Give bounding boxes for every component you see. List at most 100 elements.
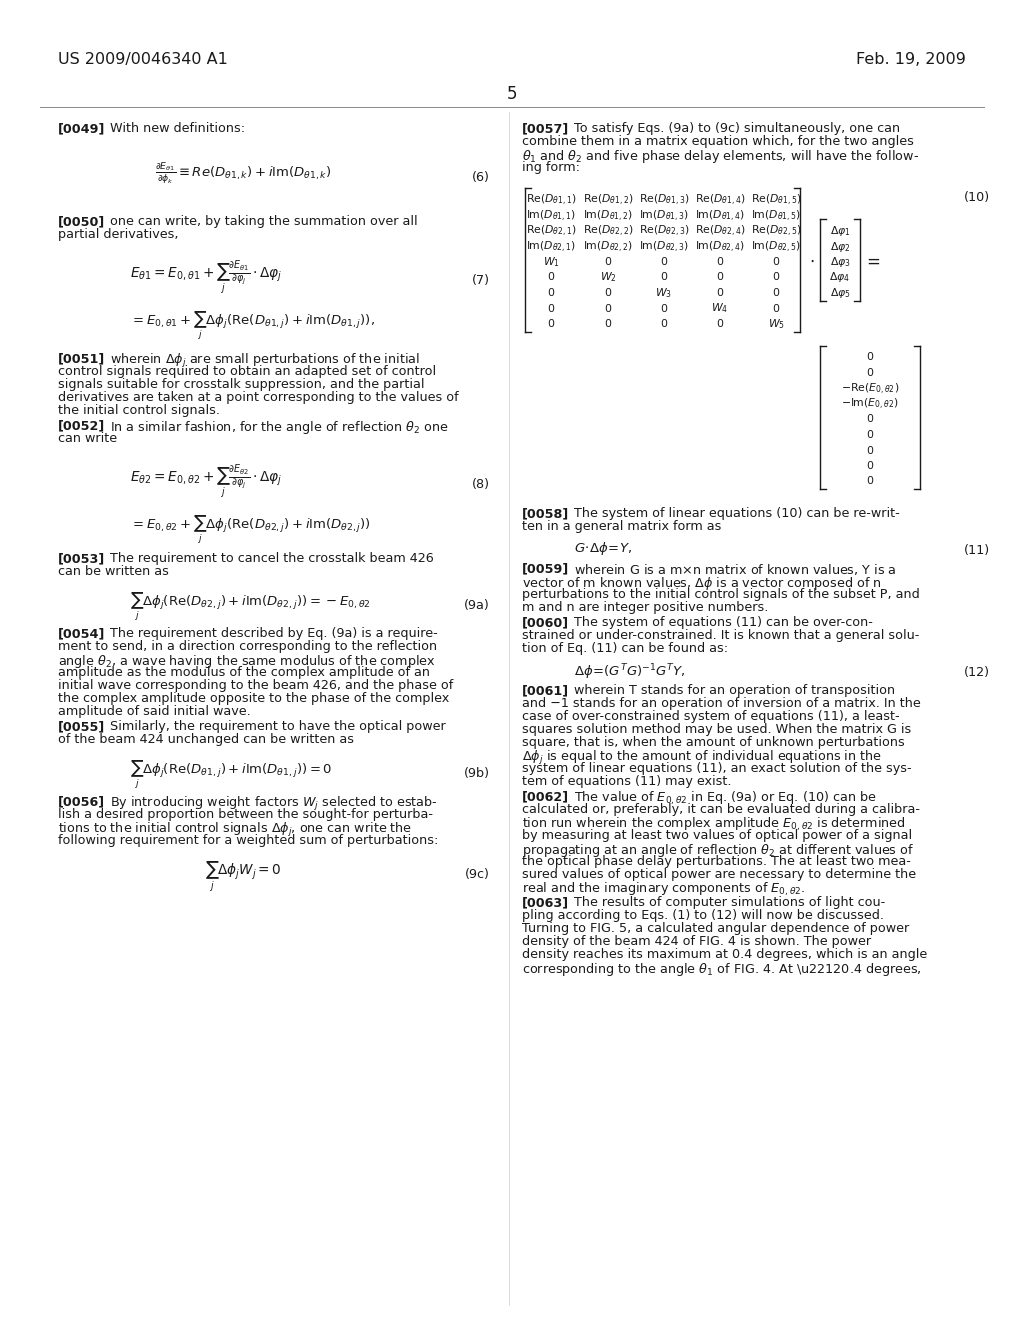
Text: $0$: $0$ xyxy=(604,301,612,314)
Text: signals suitable for crosstalk suppression, and the partial: signals suitable for crosstalk suppressi… xyxy=(58,378,425,391)
Text: $\mathrm{Re}(D_{\theta 2,2})$: $\mathrm{Re}(D_{\theta 2,2})$ xyxy=(583,224,634,239)
Text: m and n are integer positive numbers.: m and n are integer positive numbers. xyxy=(522,601,768,614)
Text: $\mathrm{Re}(D_{\theta 1,4})$: $\mathrm{Re}(D_{\theta 1,4})$ xyxy=(694,193,745,209)
Text: initial wave corresponding to the beam 426, and the phase of: initial wave corresponding to the beam 4… xyxy=(58,678,454,692)
Text: ten in a general matrix form as: ten in a general matrix form as xyxy=(522,520,721,533)
Text: $\Delta\varphi_2$: $\Delta\varphi_2$ xyxy=(829,239,850,253)
Text: control signals required to obtain an adapted set of control: control signals required to obtain an ad… xyxy=(58,366,436,378)
Text: $=$: $=$ xyxy=(863,252,881,269)
Text: amplitude of said initial wave.: amplitude of said initial wave. xyxy=(58,705,251,718)
Text: The results of computer simulations of light cou-: The results of computer simulations of l… xyxy=(574,896,886,909)
Text: real and the imaginary components of $E_{0,\theta 2}$.: real and the imaginary components of $E_… xyxy=(522,880,805,898)
Text: $G\!\cdot\!\Delta\phi\!=\!Y,$: $G\!\cdot\!\Delta\phi\!=\!Y,$ xyxy=(574,540,632,557)
Text: $\Delta\varphi_1$: $\Delta\varphi_1$ xyxy=(829,224,850,238)
Text: $\Delta\varphi_3$: $\Delta\varphi_3$ xyxy=(829,255,850,269)
Text: $\mathrm{Im}(D_{\theta 1,5})$: $\mathrm{Im}(D_{\theta 1,5})$ xyxy=(751,209,801,223)
Text: angle $\theta_2$, a wave having the same modulus of the complex: angle $\theta_2$, a wave having the same… xyxy=(58,653,436,671)
Text: $0$: $0$ xyxy=(772,255,780,267)
Text: $\mathrm{Im}(D_{\theta 1,3})$: $\mathrm{Im}(D_{\theta 1,3})$ xyxy=(639,209,689,223)
Text: $E_{\theta 2} = E_{0,\theta 2} + \sum_{j} \frac{\partial E_{\theta 2}}{\partial : $E_{\theta 2} = E_{0,\theta 2} + \sum_{j… xyxy=(130,465,283,502)
Text: $\Delta\phi_j$ is equal to the amount of individual equations in the: $\Delta\phi_j$ is equal to the amount of… xyxy=(522,748,882,767)
Text: $W_1$: $W_1$ xyxy=(543,255,559,269)
Text: pling according to Eqs. (1) to (12) will now be discussed.: pling according to Eqs. (1) to (12) will… xyxy=(522,909,884,921)
Text: $\mathrm{Re}(D_{\theta 2,4})$: $\mathrm{Re}(D_{\theta 2,4})$ xyxy=(694,224,745,239)
Text: $\mathrm{Re}(D_{\theta 2,3})$: $\mathrm{Re}(D_{\theta 2,3})$ xyxy=(639,224,689,239)
Text: $\sum_{j} \Delta\phi_j(\mathrm{Re}(D_{\theta 1,j}) + i\mathrm{Im}(D_{\theta 1,j}: $\sum_{j} \Delta\phi_j(\mathrm{Re}(D_{\t… xyxy=(130,759,333,792)
Text: $\mathrm{Im}(D_{\theta 2,2})$: $\mathrm{Im}(D_{\theta 2,2})$ xyxy=(583,239,633,255)
Text: $W_2$: $W_2$ xyxy=(600,271,616,284)
Text: the initial control signals.: the initial control signals. xyxy=(58,404,220,417)
Text: $-\mathrm{Im}(E_{0,\theta 2})$: $-\mathrm{Im}(E_{0,\theta 2})$ xyxy=(842,397,899,412)
Text: wherein G is a m$\times$n matrix of known values, Y is a: wherein G is a m$\times$n matrix of know… xyxy=(574,562,897,577)
Text: square, that is, when the amount of unknown perturbations: square, that is, when the amount of unkn… xyxy=(522,737,905,748)
Text: $\theta_1$ and $\theta_2$ and five phase delay elements, will have the follow-: $\theta_1$ and $\theta_2$ and five phase… xyxy=(522,148,920,165)
Text: $0$: $0$ xyxy=(716,286,724,298)
Text: $E_{\theta 1} = E_{0,\theta 1} + \sum_{j} \frac{\partial E_{\theta 1}}{\partial : $E_{\theta 1} = E_{0,\theta 1} + \sum_{j… xyxy=(130,260,283,297)
Text: $W_5$: $W_5$ xyxy=(768,317,784,331)
Text: $\mathrm{Im}(D_{\theta 2,3})$: $\mathrm{Im}(D_{\theta 2,3})$ xyxy=(639,239,689,255)
Text: $\mathrm{Im}(D_{\theta 1,1})$: $\mathrm{Im}(D_{\theta 1,1})$ xyxy=(526,209,575,223)
Text: $\cdot$: $\cdot$ xyxy=(809,252,815,269)
Text: [0054]: [0054] xyxy=(58,627,105,640)
Text: and −1 stands for an operation of inversion of a matrix. In the: and −1 stands for an operation of invers… xyxy=(522,697,921,710)
Text: tion run wherein the complex amplitude $E_{0,\theta 2}$ is determined: tion run wherein the complex amplitude $… xyxy=(522,816,906,833)
Text: $0$: $0$ xyxy=(659,301,668,314)
Text: $W_4$: $W_4$ xyxy=(712,301,728,315)
Text: (7): (7) xyxy=(472,275,490,286)
Text: $\Delta\phi\!=\!(G^TG)^{-1}G^TY,$: $\Delta\phi\!=\!(G^TG)^{-1}G^TY,$ xyxy=(574,663,686,681)
Text: vector of m known values, $\Delta\phi$ is a vector composed of n: vector of m known values, $\Delta\phi$ i… xyxy=(522,576,882,591)
Text: by measuring at least two values of optical power of a signal: by measuring at least two values of opti… xyxy=(522,829,912,842)
Text: (9c): (9c) xyxy=(465,869,490,880)
Text: The system of equations (11) can be over-con-: The system of equations (11) can be over… xyxy=(574,616,872,630)
Text: [0050]: [0050] xyxy=(58,215,105,228)
Text: $0$: $0$ xyxy=(866,428,874,440)
Text: $0$: $0$ xyxy=(547,301,555,314)
Text: The requirement described by Eq. (9a) is a require-: The requirement described by Eq. (9a) is… xyxy=(110,627,437,640)
Text: corresponding to the angle $\theta_1$ of FIG. 4. At \u22120.4 degrees,: corresponding to the angle $\theta_1$ of… xyxy=(522,961,922,978)
Text: $\mathrm{Re}(D_{\theta 1,5})$: $\mathrm{Re}(D_{\theta 1,5})$ xyxy=(751,193,802,209)
Text: By introducing weight factors $W_j$ selected to estab-: By introducing weight factors $W_j$ sele… xyxy=(110,795,437,813)
Text: (11): (11) xyxy=(964,544,990,557)
Text: $0$: $0$ xyxy=(716,317,724,329)
Text: To satisfy Eqs. (9a) to (9c) simultaneously, one can: To satisfy Eqs. (9a) to (9c) simultaneou… xyxy=(574,121,900,135)
Text: [0058]: [0058] xyxy=(522,507,569,520)
Text: $= E_{0,\theta 1} + \sum_{j} \Delta\phi_j(\mathrm{Re}(D_{\theta 1,j}) + i\mathrm: $= E_{0,\theta 1} + \sum_{j} \Delta\phi_… xyxy=(130,310,375,342)
Text: $\mathrm{Re}(D_{\theta 2,5})$: $\mathrm{Re}(D_{\theta 2,5})$ xyxy=(751,224,802,239)
Text: $\mathrm{Re}(D_{\theta 1,2})$: $\mathrm{Re}(D_{\theta 1,2})$ xyxy=(583,193,634,209)
Text: strained or under-constrained. It is known that a general solu-: strained or under-constrained. It is kno… xyxy=(522,630,920,642)
Text: [0051]: [0051] xyxy=(58,352,105,366)
Text: one can write, by taking the summation over all: one can write, by taking the summation o… xyxy=(110,215,418,228)
Text: [0049]: [0049] xyxy=(58,121,105,135)
Text: (6): (6) xyxy=(472,172,490,183)
Text: [0056]: [0056] xyxy=(58,795,105,808)
Text: $0$: $0$ xyxy=(659,317,668,329)
Text: [0061]: [0061] xyxy=(522,684,569,697)
Text: (12): (12) xyxy=(964,667,990,678)
Text: combine them in a matrix equation which, for the two angles: combine them in a matrix equation which,… xyxy=(522,135,913,148)
Text: $-\mathrm{Re}(E_{0,\theta 2})$: $-\mathrm{Re}(E_{0,\theta 2})$ xyxy=(841,381,899,396)
Text: sured values of optical power are necessary to determine the: sured values of optical power are necess… xyxy=(522,869,916,880)
Text: $0$: $0$ xyxy=(547,317,555,329)
Text: (10): (10) xyxy=(964,191,990,205)
Text: tion of Eq. (11) can be found as:: tion of Eq. (11) can be found as: xyxy=(522,642,728,655)
Text: $0$: $0$ xyxy=(772,271,780,282)
Text: $0$: $0$ xyxy=(604,286,612,298)
Text: $0$: $0$ xyxy=(716,255,724,267)
Text: $\frac{\partial E_{\theta 1}}{\partial \phi_k} \equiv \mathit{Re}(D_{\theta 1,k}: $\frac{\partial E_{\theta 1}}{\partial \… xyxy=(155,161,332,187)
Text: $0$: $0$ xyxy=(866,459,874,471)
Text: partial derivatives,: partial derivatives, xyxy=(58,228,178,242)
Text: following requirement for a weighted sum of perturbations:: following requirement for a weighted sum… xyxy=(58,834,438,847)
Text: $\Delta\varphi_5$: $\Delta\varphi_5$ xyxy=(829,286,850,300)
Text: $0$: $0$ xyxy=(604,317,612,329)
Text: $\mathrm{Re}(D_{\theta 1,1})$: $\mathrm{Re}(D_{\theta 1,1})$ xyxy=(525,193,577,209)
Text: the optical phase delay perturbations. The at least two mea-: the optical phase delay perturbations. T… xyxy=(522,855,911,869)
Text: $W_3$: $W_3$ xyxy=(655,286,673,300)
Text: $0$: $0$ xyxy=(659,271,668,282)
Text: (9a): (9a) xyxy=(464,599,490,612)
Text: wherein $\Delta\phi_j$ are small perturbations of the initial: wherein $\Delta\phi_j$ are small perturb… xyxy=(110,352,420,370)
Text: $0$: $0$ xyxy=(547,271,555,282)
Text: lish a desired proportion between the sought-for perturba-: lish a desired proportion between the so… xyxy=(58,808,433,821)
Text: Turning to FIG. 5, a calculated angular dependence of power: Turning to FIG. 5, a calculated angular … xyxy=(522,921,909,935)
Text: $0$: $0$ xyxy=(659,255,668,267)
Text: $\mathrm{Re}(D_{\theta 1,3})$: $\mathrm{Re}(D_{\theta 1,3})$ xyxy=(639,193,689,209)
